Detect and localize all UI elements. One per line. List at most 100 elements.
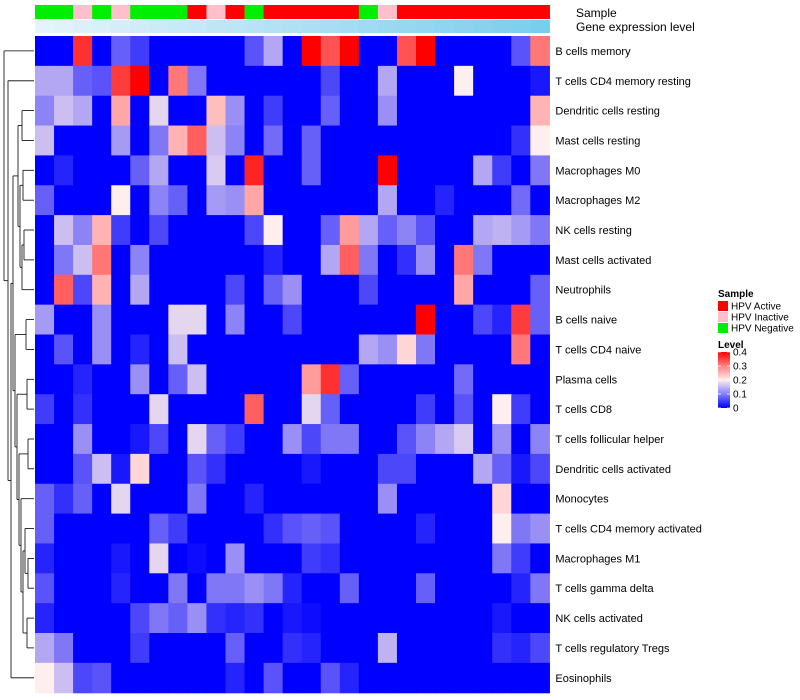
heatmap-cell bbox=[454, 65, 474, 97]
heatmap-cell bbox=[454, 633, 474, 664]
heatmap-cell bbox=[530, 95, 550, 127]
heatmap-cell bbox=[301, 364, 322, 395]
heatmap-cell bbox=[435, 185, 455, 216]
heatmap-cell bbox=[187, 65, 208, 97]
heatmap-cell bbox=[168, 513, 188, 545]
sample-annotation-cell bbox=[301, 5, 322, 19]
heatmap-cell bbox=[54, 662, 74, 694]
heatmap-cell bbox=[396, 215, 417, 246]
heatmap-cell bbox=[263, 65, 284, 97]
heatmap-cell bbox=[225, 662, 246, 694]
heatmap-cell bbox=[377, 483, 398, 515]
heatmap-cell bbox=[73, 364, 93, 395]
heatmap-cell bbox=[339, 65, 360, 97]
heatmap-cell bbox=[54, 65, 74, 97]
heatmap-cell bbox=[206, 185, 227, 216]
heatmap-cell bbox=[358, 603, 379, 634]
heatmap-cell bbox=[225, 36, 246, 67]
heatmap-cell bbox=[358, 453, 379, 485]
heatmap-cell bbox=[320, 603, 341, 634]
heatmap-cell bbox=[339, 244, 360, 276]
heatmap-cell bbox=[111, 95, 131, 127]
heatmap-cell bbox=[73, 662, 93, 694]
heatmap-cell bbox=[358, 513, 379, 545]
heatmap-cell bbox=[282, 633, 303, 664]
expression-annotation-cell bbox=[168, 20, 188, 33]
heatmap-cell bbox=[244, 453, 265, 485]
heatmap-cell bbox=[54, 573, 74, 604]
heatmap-cell bbox=[111, 603, 131, 634]
heatmap-cell bbox=[282, 453, 303, 485]
heatmap-cell bbox=[111, 573, 131, 604]
heatmap-cell bbox=[244, 334, 265, 365]
heatmap-cell bbox=[435, 543, 455, 574]
heatmap-cell bbox=[473, 543, 493, 574]
heatmap-cell bbox=[187, 334, 208, 365]
heatmap-cell bbox=[168, 215, 188, 246]
level-legend-label: 0 bbox=[733, 404, 739, 415]
heatmap-cell bbox=[473, 125, 493, 156]
heatmap-cell bbox=[111, 364, 131, 395]
heatmap-cell bbox=[187, 304, 208, 336]
heatmap-cell bbox=[511, 543, 531, 574]
heatmap-cell bbox=[358, 244, 379, 276]
heatmap-cell bbox=[282, 274, 303, 306]
heatmap-cell bbox=[244, 155, 265, 186]
expression-annotation-cell bbox=[244, 20, 265, 33]
heatmap-cell bbox=[511, 155, 531, 186]
heatmap-cell bbox=[35, 215, 55, 246]
heatmap-cell bbox=[416, 453, 436, 485]
heatmap-cell bbox=[416, 603, 436, 634]
heatmap-cell bbox=[530, 215, 550, 246]
heatmap-cell bbox=[263, 274, 284, 306]
heatmap-cell bbox=[187, 543, 208, 574]
heatmap-cell bbox=[377, 394, 398, 425]
heatmap-cell bbox=[168, 95, 188, 127]
heatmap-cell bbox=[187, 424, 208, 455]
heatmap-cell bbox=[130, 483, 150, 515]
heatmap-cell bbox=[454, 453, 474, 485]
heatmap-cell bbox=[73, 543, 93, 574]
heatmap-cell bbox=[358, 185, 379, 216]
heatmap-cell bbox=[282, 125, 303, 156]
heatmap-cell bbox=[454, 424, 474, 455]
heatmap-cell bbox=[473, 65, 493, 97]
expression-annotation-cell bbox=[301, 20, 322, 33]
heatmap-cell bbox=[149, 543, 169, 574]
heatmap-cell bbox=[206, 394, 227, 425]
heatmap-cell bbox=[530, 662, 550, 694]
heatmap-cell bbox=[168, 155, 188, 186]
heatmap-cell bbox=[282, 483, 303, 515]
heatmap-cell bbox=[206, 155, 227, 186]
heatmap-cell bbox=[206, 483, 227, 515]
row-label: Dendritic cells resting bbox=[555, 106, 660, 118]
heatmap-cell bbox=[492, 483, 512, 515]
heatmap-cell bbox=[244, 424, 265, 455]
row-label: Macrophages M1 bbox=[555, 553, 640, 565]
heatmap-cell bbox=[473, 334, 493, 365]
heatmap-cell bbox=[35, 95, 55, 127]
heatmap-cell bbox=[454, 155, 474, 186]
heatmap-cell bbox=[54, 424, 74, 455]
expression-annotation-cell bbox=[473, 20, 493, 33]
heatmap-cell bbox=[492, 125, 512, 156]
heatmap-cell bbox=[473, 155, 493, 186]
heatmap-cell bbox=[473, 394, 493, 425]
heatmap-cell bbox=[358, 95, 379, 127]
heatmap-cell bbox=[358, 65, 379, 97]
heatmap-cell bbox=[320, 125, 341, 156]
expression-annotation-cell bbox=[396, 20, 417, 33]
heatmap-cell bbox=[473, 633, 493, 664]
heatmap-cell bbox=[358, 334, 379, 365]
heatmap-cell bbox=[168, 125, 188, 156]
heatmap-cell bbox=[149, 513, 169, 545]
heatmap-cell bbox=[282, 424, 303, 455]
heatmap-cell bbox=[92, 513, 112, 545]
heatmap-cell bbox=[187, 394, 208, 425]
heatmap-cell bbox=[511, 304, 531, 336]
heatmap-cell bbox=[416, 125, 436, 156]
heatmap-cell bbox=[435, 662, 455, 694]
heatmap-cell bbox=[149, 424, 169, 455]
heatmap-cell bbox=[35, 603, 55, 634]
heatmap-cell bbox=[282, 394, 303, 425]
